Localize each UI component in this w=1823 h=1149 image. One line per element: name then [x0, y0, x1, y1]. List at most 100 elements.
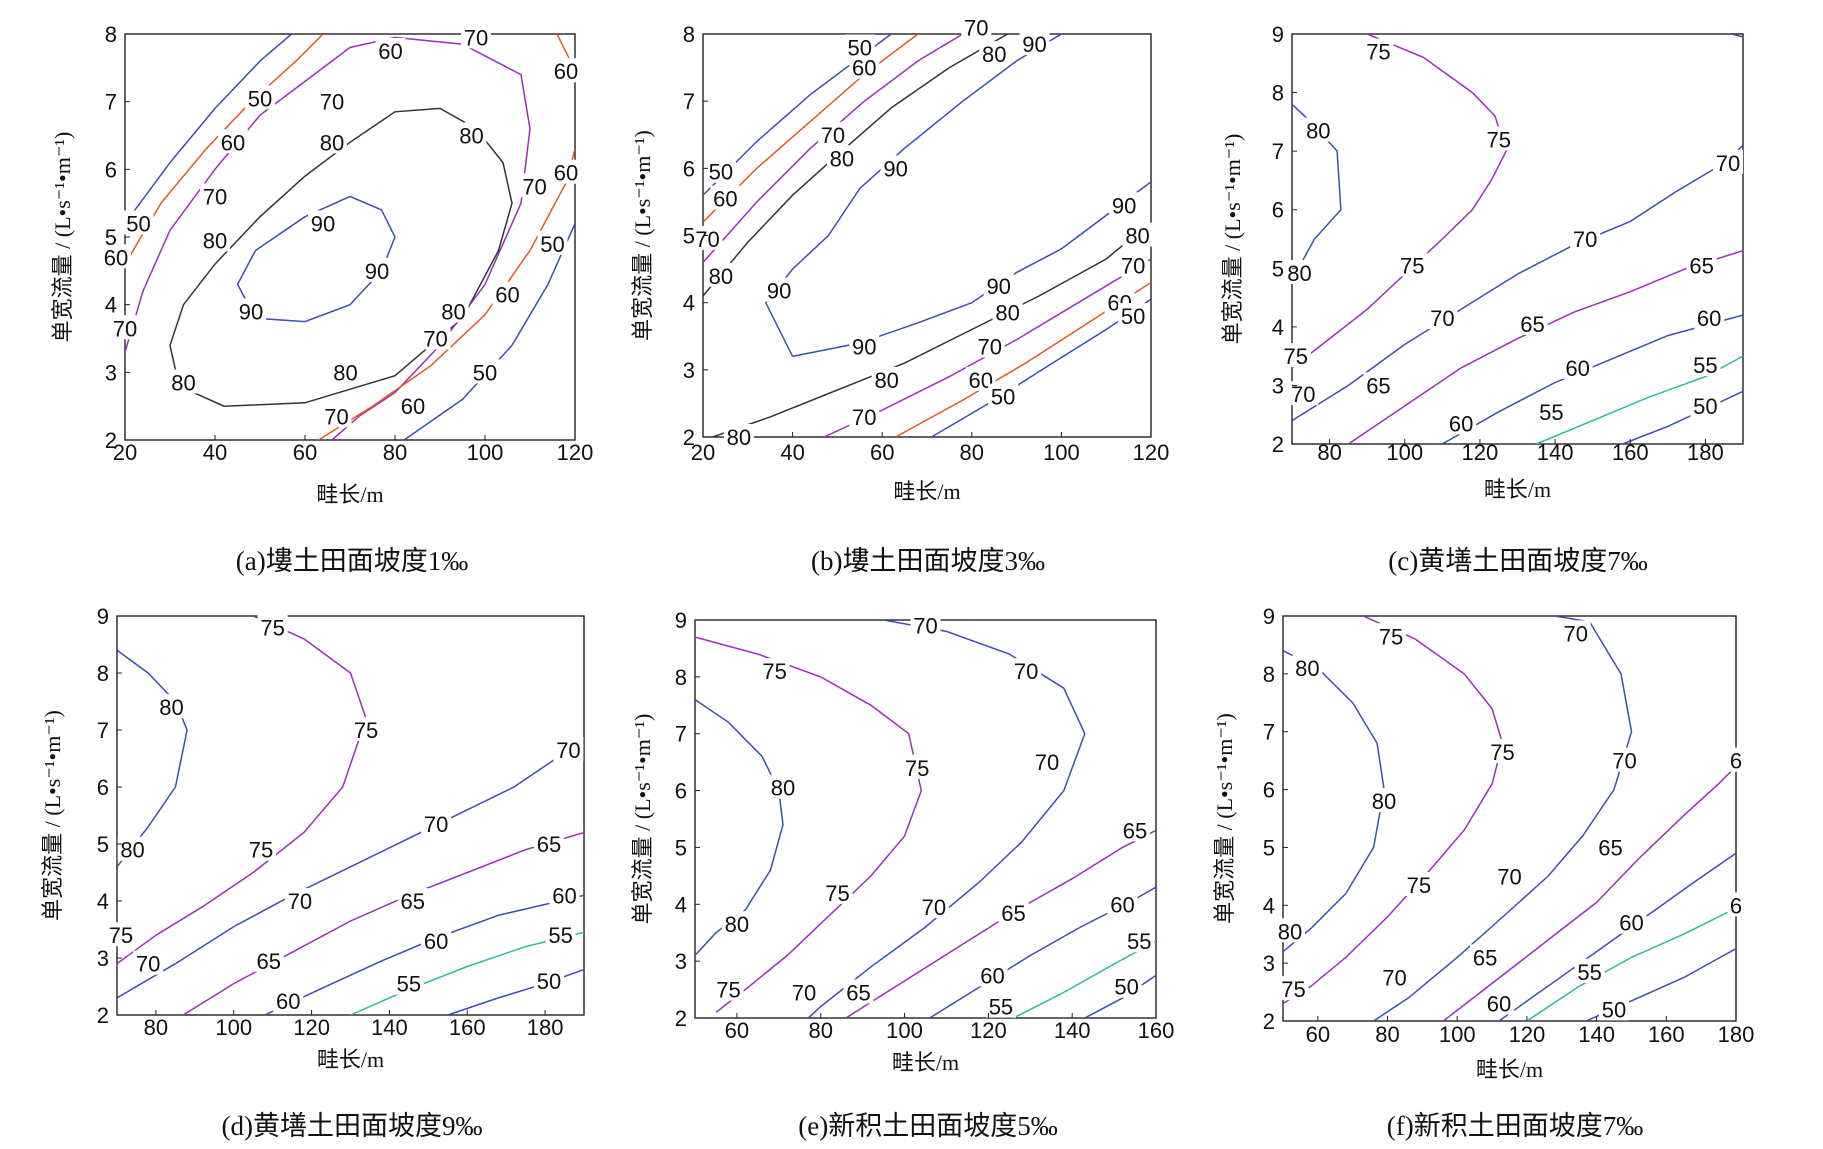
contour-line-70	[117, 752, 565, 999]
y-tick-label: 6	[683, 156, 695, 181]
contour-label-bg	[1107, 891, 1138, 916]
plot-frame	[1291, 33, 1744, 445]
contour-line-70	[1373, 616, 1633, 1021]
contour-label-bg	[1363, 372, 1394, 397]
x-tick-label: 20	[691, 440, 715, 465]
contour-label-bg	[236, 298, 266, 323]
contour-label: 60	[1110, 892, 1134, 917]
y-tick-label: 5	[97, 832, 109, 857]
y-tick-label: 4	[105, 293, 117, 318]
contour-label: 80	[459, 124, 483, 149]
contour-label-bg	[1690, 392, 1721, 417]
contour-label: 60	[424, 929, 448, 954]
y-tick-label: 7	[1272, 139, 1284, 164]
y-tick-label: 8	[97, 661, 109, 686]
y-tick-label: 2	[1272, 432, 1284, 457]
contour-label: 60	[401, 394, 425, 419]
contour-label: 70	[1291, 382, 1315, 407]
y-tick-label: 3	[1272, 373, 1284, 398]
y-tick-label: 2	[97, 1003, 109, 1028]
contour-label-bg	[375, 37, 406, 62]
panel-caption: (b)塿土田面坡度3‰	[811, 546, 1045, 576]
contour-label: 90	[767, 279, 791, 304]
contour-label-bg	[1694, 305, 1725, 330]
contour-label-bg	[110, 315, 140, 340]
contour-label: 75	[762, 659, 786, 684]
contour-label: 65	[537, 832, 561, 857]
contour-label: 50	[473, 360, 497, 385]
contour-label: 60	[1697, 306, 1721, 331]
contour-label: 55	[548, 923, 572, 948]
contour-label-bg	[1427, 305, 1458, 330]
y-tick-label: 4	[675, 892, 687, 917]
contour-label: 60	[1487, 992, 1511, 1017]
x-axis-label: 畦长/m	[893, 479, 960, 504]
contour-label-bg	[200, 183, 230, 208]
contour-label: 90	[852, 334, 876, 359]
contour-label: 50	[540, 232, 564, 257]
contour-label: 80	[159, 695, 183, 720]
contour-label: 50	[1602, 997, 1626, 1022]
contour-label: 80	[709, 264, 733, 289]
contour-label-bg	[1120, 817, 1151, 842]
contour-label: 90	[883, 156, 907, 181]
y-tick-label: 3	[105, 360, 117, 385]
contour-label: 80	[1125, 224, 1149, 249]
contour-label: 70	[522, 174, 546, 199]
y-tick-label: 8	[675, 665, 687, 690]
contour-label-bg	[200, 227, 230, 252]
contour-lines	[117, 616, 584, 1015]
contour-label: 70	[913, 614, 937, 639]
x-axis-label: 畦长/m	[1476, 1057, 1543, 1082]
y-tick-label: 7	[105, 90, 117, 115]
contour-label: 60	[1619, 911, 1643, 936]
contour-label: 80	[1306, 119, 1330, 144]
x-tick-label: 80	[144, 1015, 168, 1040]
x-tick-label: 180	[527, 1015, 564, 1040]
contour-label: 60	[378, 39, 402, 64]
x-tick-label: 120	[293, 1015, 330, 1040]
y-tick-label: 6	[1263, 778, 1275, 803]
contour-line-50	[447, 968, 584, 1015]
contour-line-50	[1622, 390, 1743, 444]
contour-label: 60	[552, 883, 576, 908]
contour-label: 60	[852, 56, 876, 81]
contour-label: 60	[554, 161, 578, 186]
contour-label-bg	[1570, 226, 1601, 250]
y-tick-label: 5	[1263, 835, 1275, 860]
contour-label-bg	[105, 922, 136, 947]
y-tick-label: 7	[1263, 720, 1275, 745]
contour-label: 50	[709, 160, 733, 185]
contour-label-bg	[998, 899, 1029, 924]
contour-label-bg	[533, 831, 564, 855]
contour-line-60	[125, 34, 324, 265]
contour-label: 75	[354, 718, 378, 743]
contour-label-bg	[1690, 351, 1721, 376]
y-tick-label: 9	[1272, 22, 1284, 47]
contour-label-bg	[1397, 252, 1428, 277]
contour-label: 70	[922, 895, 946, 920]
x-axis-label: 畦长/m	[892, 1050, 959, 1075]
y-tick-label: 3	[683, 358, 695, 383]
y-tick-label: 8	[1263, 662, 1275, 687]
contour-label-bg	[992, 299, 1023, 324]
contour-label: 80	[441, 299, 465, 324]
contour-label-bg	[710, 185, 741, 210]
x-tick-label: 80	[808, 1018, 832, 1043]
contour-label-bg	[245, 85, 275, 110]
x-tick-label: 140	[1578, 1022, 1615, 1047]
x-axis-label: 畦长/m	[317, 1047, 384, 1072]
contour-label: 75	[249, 838, 273, 863]
contour-line-75	[1283, 616, 1504, 1005]
contour-label: 70	[1014, 659, 1038, 684]
x-tick-label: 60	[293, 440, 317, 465]
contour-label: 80	[171, 370, 195, 395]
contour-label: 90	[1112, 193, 1136, 218]
contour-label: 80	[1372, 789, 1396, 814]
contour-label-bg	[253, 947, 284, 972]
contour-label: 65	[1001, 901, 1025, 926]
contour-label-bg	[1403, 872, 1434, 897]
contour-label: 70	[1716, 151, 1740, 176]
contour-label-bg	[420, 325, 451, 350]
